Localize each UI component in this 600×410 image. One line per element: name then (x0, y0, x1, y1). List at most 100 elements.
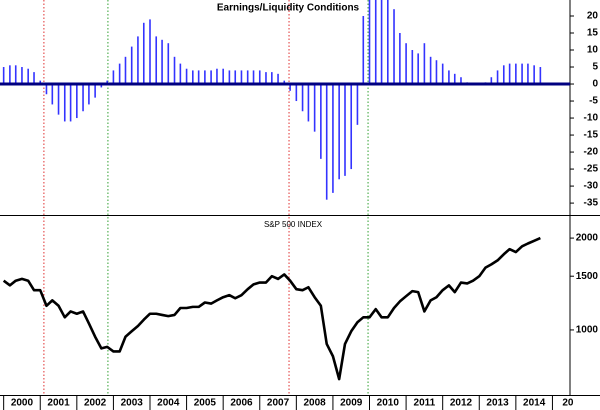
bar (63, 84, 66, 122)
bar (240, 70, 243, 85)
bar (258, 70, 261, 85)
bar (173, 56, 176, 85)
bar (362, 15, 365, 85)
bar (490, 77, 493, 85)
bar (57, 84, 60, 115)
bar (399, 32, 401, 85)
bar (155, 36, 158, 85)
bar (423, 43, 426, 85)
bar (51, 84, 54, 105)
bar (289, 84, 291, 91)
bar (252, 70, 255, 85)
y-tick-label: -25 (584, 164, 599, 175)
bar (508, 63, 511, 85)
chart-title: S&P 500 INDEX (264, 220, 323, 229)
x-tick-label: 2014 (523, 398, 546, 409)
y-tick-label: -35 (584, 198, 599, 209)
bar (82, 84, 84, 112)
bar (88, 84, 90, 105)
bar (533, 65, 535, 85)
bar (453, 73, 456, 85)
bar (137, 36, 139, 85)
y-tick-label: -20 (584, 147, 599, 158)
bar (350, 84, 353, 170)
x-tick-label: 2010 (377, 398, 400, 409)
bar (149, 19, 151, 85)
x-tick-label: 2001 (47, 398, 70, 409)
bar (380, 0, 383, 85)
bar (234, 70, 237, 85)
bar (228, 70, 231, 85)
bar (313, 84, 316, 132)
x-tick-label: 2011 (414, 398, 436, 409)
bar (496, 70, 499, 85)
bar (9, 65, 11, 85)
bar (130, 46, 133, 85)
x-tick-label: 2008 (304, 398, 327, 409)
y-tick-label: 1000 (576, 325, 599, 336)
bar (441, 63, 444, 85)
bar (374, 0, 377, 85)
y-tick-label: -5 (589, 96, 598, 107)
y-tick-label: -30 (584, 181, 599, 192)
bar (521, 63, 523, 85)
bar (39, 80, 42, 85)
price-line (2, 236, 541, 381)
bar (27, 68, 29, 85)
bar (142, 22, 145, 85)
x-tick-label: 2004 (157, 398, 180, 409)
bar (448, 70, 450, 85)
bar (435, 60, 438, 85)
bar (429, 56, 432, 85)
y-tick-label: 1500 (576, 271, 599, 282)
y-tick-label: 15 (587, 28, 599, 39)
y-tick-label: 10 (587, 45, 599, 56)
bar (338, 84, 340, 180)
bar (179, 63, 182, 85)
y-tick-label: 2000 (576, 233, 599, 244)
bar (387, 0, 389, 85)
bar (167, 43, 170, 85)
bar (368, 0, 371, 85)
bar (502, 65, 505, 85)
bar (356, 84, 359, 125)
bar (76, 84, 78, 119)
bar (2, 67, 5, 85)
x-tick-label: 2000 (11, 398, 34, 409)
bar (222, 68, 224, 85)
bar (216, 68, 218, 85)
bar (69, 84, 72, 122)
bar (246, 70, 249, 85)
bar (405, 43, 407, 85)
y-tick-label: 20 (587, 11, 599, 22)
bar (161, 39, 163, 85)
chart-title: Earnings/Liquidity Conditions (217, 3, 360, 14)
bar (393, 9, 395, 85)
bar (411, 50, 414, 85)
bar (21, 67, 23, 85)
bar (112, 70, 115, 85)
x-labels: 2000 2001 2002 2003 2004 2005 2006 2007 2008 2009… (11, 398, 574, 409)
y-tick-label: 0 (592, 79, 598, 90)
y-tick-label: -15 (584, 130, 599, 141)
bar (320, 84, 322, 159)
bar (460, 77, 462, 85)
bottom-panel (2, 217, 541, 395)
bar (417, 53, 419, 85)
y-tick-label: 5 (592, 62, 598, 73)
bar (210, 70, 212, 85)
bar (197, 70, 200, 85)
bar (307, 84, 310, 122)
bar (527, 63, 529, 85)
x-tick-label: 2012 (450, 398, 473, 409)
y-tick-label: -10 (584, 113, 599, 124)
bar (265, 72, 267, 85)
x-tick-label: 2007 (267, 398, 290, 409)
bar (332, 84, 334, 193)
bar (344, 84, 346, 176)
bar (100, 84, 103, 88)
bar (271, 72, 273, 85)
bar (94, 84, 96, 98)
